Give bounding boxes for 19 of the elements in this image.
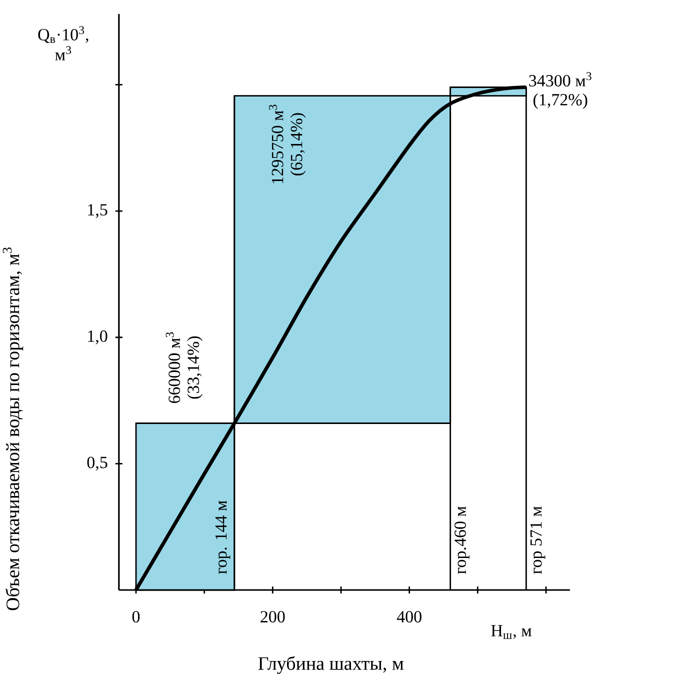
- y-tick-label: 0,5: [87, 456, 108, 471]
- ref-line-label: гор. 144 м: [215, 500, 230, 574]
- x-axis-title: Глубина шахты, м: [258, 656, 404, 674]
- annotation: (65,14%): [290, 113, 306, 176]
- annotation: 1295750 м$^{3}$: [268, 104, 284, 184]
- y-tick-label: 1,5: [88, 204, 108, 218]
- ref-line-label: гор.460 м: [454, 506, 470, 574]
- annotation: (33,14%): [187, 336, 203, 399]
- x-tick-label: 200: [260, 611, 285, 622]
- text: Q$_{в}$·10$^{3}$, м$^{3}$: [38, 26, 88, 60]
- annotation: 660000 м$^{3}$: [166, 332, 180, 404]
- ref-line-label: гор 571 м: [530, 506, 546, 574]
- annotation: (1,72%): [533, 94, 588, 109]
- x-tick-label: 0: [132, 611, 140, 622]
- y-tick-label: 1,0: [88, 330, 108, 344]
- text: Н$_{ш}$, м: [491, 625, 532, 639]
- y-axis-title: Объем откачиваемой воды по горизонтам, м$^{3}$: [2, 248, 24, 610]
- annotation: 34300 м$^{3}$: [529, 72, 592, 86]
- x-tick-label: 400: [396, 611, 422, 622]
